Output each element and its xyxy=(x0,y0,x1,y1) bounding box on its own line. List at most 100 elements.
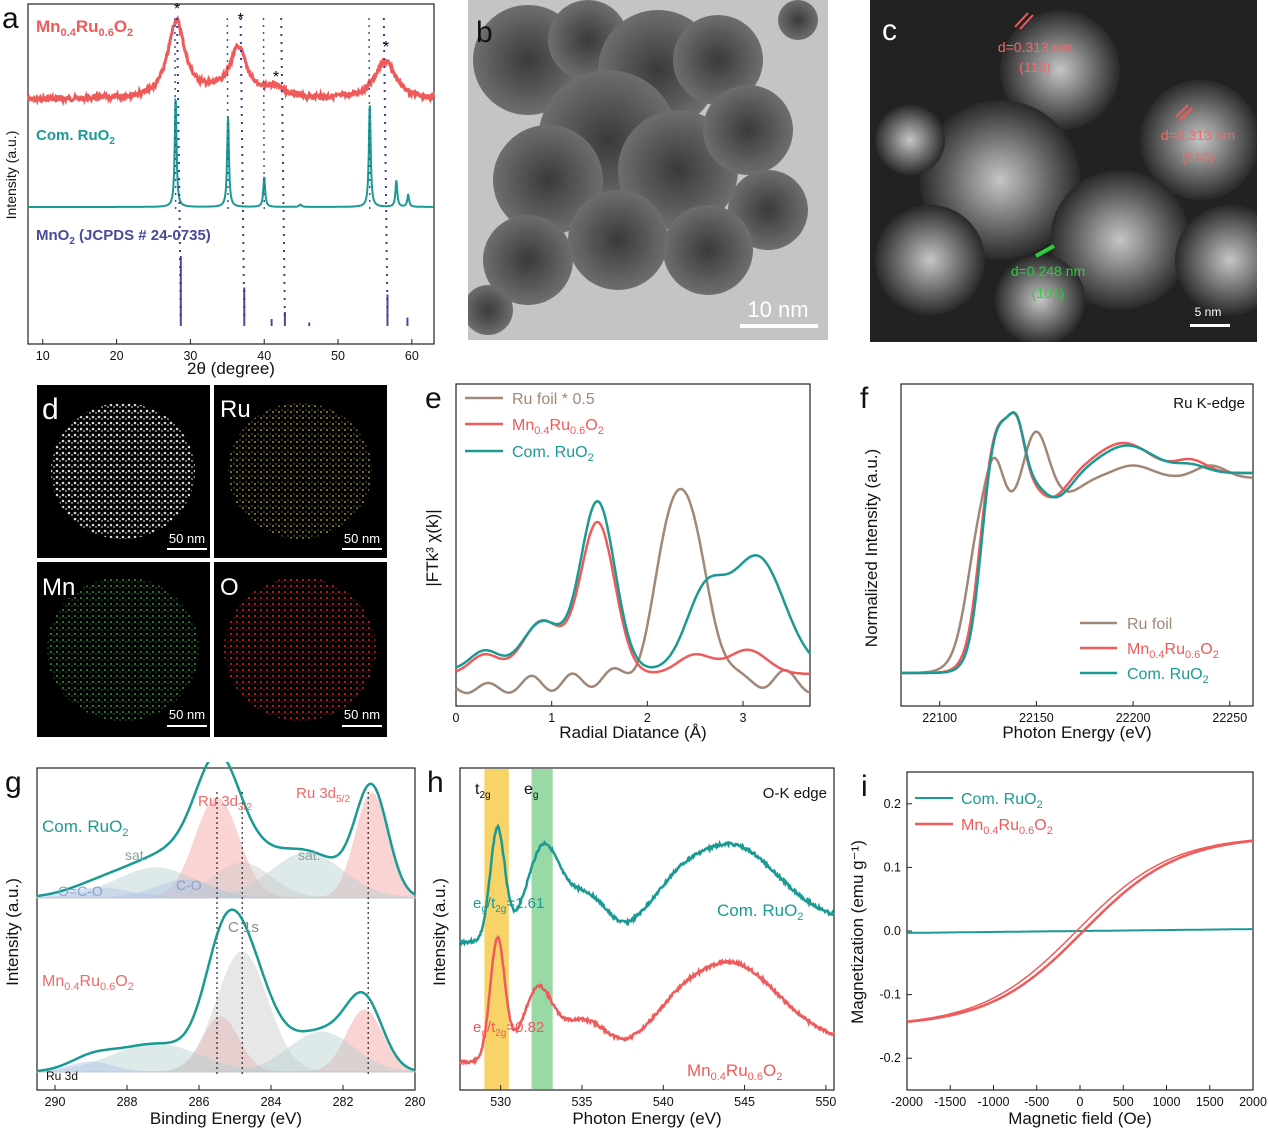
legend-i-com-ruo2: Com. RuO2 xyxy=(961,791,1043,811)
series-mn-ru-o2-xrd xyxy=(27,14,436,107)
panel-label-b: b xyxy=(476,16,493,49)
ytick-i-label: 0.2 xyxy=(884,797,901,811)
fit-component xyxy=(37,852,416,899)
fit-component xyxy=(37,1009,416,1073)
xtick-g-label: 282 xyxy=(333,1095,354,1109)
xtick-i-label: 0 xyxy=(1077,1095,1084,1109)
legend-e: Ru foil * 0.5 Mn0.4Ru0.6O2 Com. RuO2 xyxy=(465,391,604,464)
xtick-h-label: 540 xyxy=(653,1095,674,1109)
series-mn-ru-o2-mh-return xyxy=(906,839,1254,1022)
xtick-g-label: 288 xyxy=(117,1095,138,1109)
label-mn-ru-o2-h: Mn0.4Ru0.6O2 xyxy=(687,1061,782,1083)
fit-component xyxy=(37,797,415,899)
map-label-mn: Mn xyxy=(42,574,75,601)
ticks-i: -2000 -1500 -1000 -500 0 500 1000 1500 2000 0.2 0.… xyxy=(879,797,1266,1109)
series-ru-foil-exafs xyxy=(455,487,811,695)
panel-b-tem-image: b 10 nm xyxy=(468,0,828,340)
xtick-f-label: 22200 xyxy=(1116,711,1151,725)
xtick-f-label: 22250 xyxy=(1212,711,1247,725)
fit-component xyxy=(37,951,415,1073)
xtick-a-label: 30 xyxy=(183,349,197,363)
scalebar-label-b: 10 nm xyxy=(747,297,808,322)
xtick-i-label: 2000 xyxy=(1239,1095,1267,1109)
haadf-image: c d=0.313 nm (110) d=0.313 nm (110) d=0.… xyxy=(870,0,1257,342)
xtick-h-label: 550 xyxy=(815,1095,836,1109)
legend-f-ru-foil: Ru foil xyxy=(1127,616,1172,633)
ratio-com-ruo2: eg/t2g=1.61 xyxy=(473,895,544,915)
fit-components-g xyxy=(36,792,416,1073)
ylabel-e: |FTk³ χ(k)| xyxy=(423,509,442,586)
label-co: C-O xyxy=(176,877,202,893)
xtick-i-label: -1000 xyxy=(978,1095,1010,1109)
plot-frame-a xyxy=(27,3,435,345)
fit-component xyxy=(37,1016,415,1073)
panel-label-g: g xyxy=(5,766,22,799)
panel-i-magnetization: i Magnetization (emu g⁻¹) Magnetic field… xyxy=(848,770,1267,1128)
series-com-ruo2-xrd xyxy=(28,96,434,208)
xticks-h: 530 535 540 545 550 xyxy=(490,1085,836,1109)
peak-star: * xyxy=(273,69,279,86)
legend-e-ru-foil: Ru foil * 0.5 xyxy=(512,391,595,408)
legend-mno2-a: MnO2 (JCPDS # 24-0735) xyxy=(36,227,211,247)
legend-f-mn-ru-o2: Mn0.4Ru0.6O2 xyxy=(1127,641,1219,661)
peak-guide xyxy=(226,17,229,211)
xticks-a: 10 20 30 40 50 60 xyxy=(36,339,419,363)
label-sat-1: sat. xyxy=(125,847,148,863)
xlabel-f: Photon Energy (eV) xyxy=(1002,723,1151,742)
xtick-f-label: 22100 xyxy=(922,711,957,725)
legend-i-mn-ru-o2: Mn0.4Ru0.6O2 xyxy=(961,817,1053,837)
xlabel-i: Magnetic field (Oe) xyxy=(1008,1109,1152,1128)
xtick-g-label: 284 xyxy=(261,1095,282,1109)
hkl-3: (101) xyxy=(1032,285,1065,301)
label-oco: O=C-O xyxy=(58,883,103,899)
hkl-1: (110) xyxy=(1019,59,1051,75)
xticks-e: 0 1 2 3 xyxy=(453,701,747,725)
xtick-a-label: 20 xyxy=(110,349,124,363)
scalebar-label-d3: 50 nm xyxy=(169,707,205,722)
xtick-g-label: 286 xyxy=(189,1095,210,1109)
fit-component xyxy=(36,1061,415,1073)
peak-guide xyxy=(280,17,286,321)
legend-com-ruo2-a: Com. RuO2 xyxy=(36,127,115,147)
fit-component xyxy=(37,792,416,899)
xticks-g: 290 288 286 284 282 280 xyxy=(45,1085,425,1109)
panel-g-xps: g Intensity (a.u.) Binding Energy (eV) 2… xyxy=(3,762,425,1128)
series-mn-ru-o2-oke xyxy=(459,934,836,1066)
panel-h-oke: h Intensity (a.u.) Photon Energy (eV) O-… xyxy=(427,766,836,1128)
series-ru-foil-xanes xyxy=(901,430,1253,675)
fit-component xyxy=(37,1031,416,1073)
xlabel-a: 2θ (degree) xyxy=(187,359,275,378)
label-ru3d: Ru 3d xyxy=(46,1069,78,1083)
scalebar-label-d1: 50 nm xyxy=(169,531,205,546)
ytick-i-label: -0.1 xyxy=(879,988,901,1002)
ylabel-g: Intensity (a.u.) xyxy=(3,878,22,986)
legend-e-com-ruo2: Com. RuO2 xyxy=(512,444,594,464)
xtick-h-label: 535 xyxy=(572,1095,593,1109)
fit-component xyxy=(37,862,415,899)
panel-label-h: h xyxy=(427,766,444,799)
peak-star: * xyxy=(237,11,243,28)
legend-f-com-ruo2: Com. RuO2 xyxy=(1127,666,1209,686)
series-com-ruo2-oke xyxy=(459,823,835,947)
xtick-i-label: 500 xyxy=(1113,1095,1134,1109)
panel-d-eds-maps: d Ru Mn O 50 nm 50 nm 50 nm 50 nm xyxy=(37,385,387,737)
series-mn-ru-o2-mh xyxy=(906,839,1254,1024)
series-mn-ru-o2-xanes xyxy=(901,411,1253,675)
hkl-2: (110) xyxy=(1182,149,1214,165)
panel-e-exafs: e |FTk³ χ(k)| Radial Diatance (Å) 0 1 2 3 R… xyxy=(423,382,811,742)
panel-label-d: d xyxy=(42,393,59,426)
xlabel-g: Binding Energy (eV) xyxy=(150,1109,302,1128)
ytick-i-label: -0.2 xyxy=(879,1051,901,1065)
d-spacing-1: d=0.313 nm xyxy=(998,39,1072,55)
ylabel-f: Normalized Intensity (a.u.) xyxy=(862,449,881,647)
ratio-mn-ru-o2: eg/t2g=0.82 xyxy=(473,1019,544,1039)
panel-label-a: a xyxy=(2,2,19,35)
peak-guide xyxy=(239,17,246,321)
series-mn-ru-o2-exafs xyxy=(455,520,810,676)
legend-f: Ru foil Mn0.4Ru0.6O2 Com. RuO2 xyxy=(1080,616,1219,686)
d-spacing-2: d=0.313 nm xyxy=(1161,127,1235,143)
edge-note-h: O-K edge xyxy=(763,785,827,802)
panel-label-f: f xyxy=(860,382,869,415)
panel-label-c: c xyxy=(882,14,897,47)
xtick-i-label: 1500 xyxy=(1196,1095,1224,1109)
